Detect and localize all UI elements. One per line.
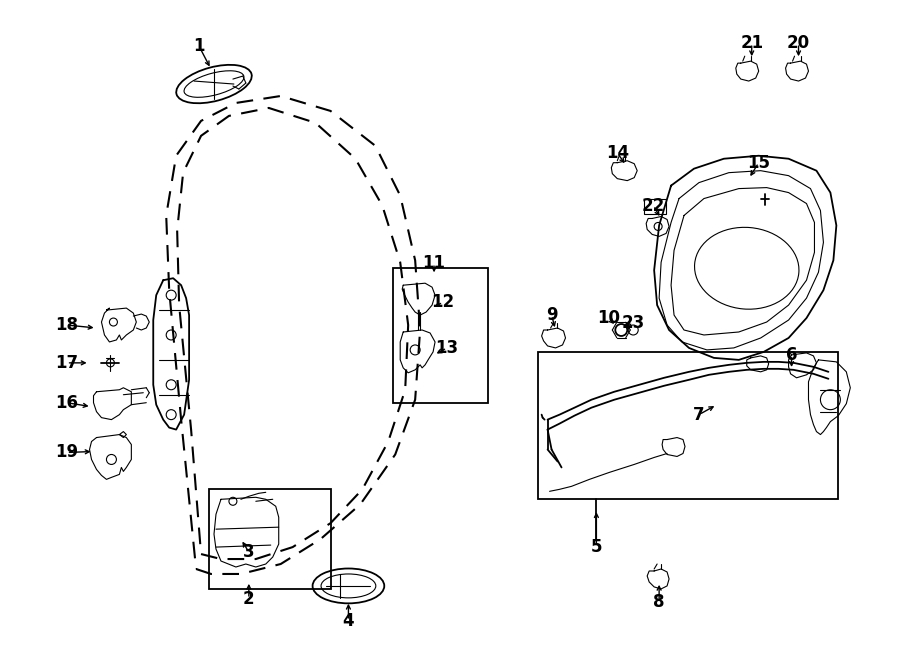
Text: 8: 8: [653, 593, 665, 611]
Text: 2: 2: [243, 590, 255, 608]
Text: 16: 16: [55, 394, 78, 412]
Text: 7: 7: [693, 406, 705, 424]
Text: 10: 10: [597, 309, 620, 327]
Text: 5: 5: [590, 538, 602, 556]
Text: 21: 21: [740, 34, 763, 52]
Text: 6: 6: [786, 346, 797, 364]
Text: 12: 12: [431, 293, 454, 311]
Text: 11: 11: [423, 254, 446, 272]
Text: 13: 13: [436, 339, 459, 357]
Text: 20: 20: [787, 34, 810, 52]
Bar: [209, 489, 330, 589]
Text: 9: 9: [545, 306, 557, 324]
Bar: [537, 352, 839, 499]
Text: 1: 1: [194, 37, 205, 56]
Text: 17: 17: [55, 354, 78, 372]
Bar: [393, 268, 488, 403]
Bar: [644, 198, 666, 214]
Text: 3: 3: [243, 543, 255, 561]
Text: 19: 19: [55, 444, 78, 461]
Text: 15: 15: [747, 154, 770, 172]
Text: 22: 22: [642, 196, 665, 215]
Text: 23: 23: [622, 314, 645, 332]
Text: 14: 14: [606, 143, 629, 162]
Text: 18: 18: [55, 316, 78, 334]
Text: 4: 4: [343, 612, 355, 630]
